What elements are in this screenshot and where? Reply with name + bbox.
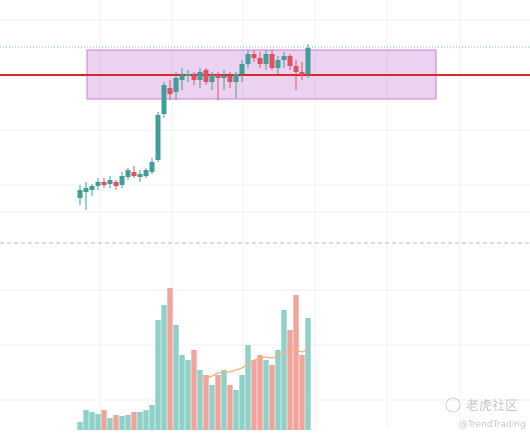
volume-bar xyxy=(245,345,251,430)
volume-bar xyxy=(209,385,215,430)
volume-bar xyxy=(251,360,257,430)
volume-bar xyxy=(275,350,281,430)
volume-bar xyxy=(185,360,191,430)
volume-bar xyxy=(155,320,161,430)
candle-body xyxy=(305,48,311,74)
candle-body xyxy=(233,74,239,82)
volume-bar xyxy=(137,412,143,430)
volume-bar xyxy=(305,318,311,430)
candle-body xyxy=(137,174,143,177)
volume-bar xyxy=(125,415,131,430)
volume-bar xyxy=(239,375,245,430)
watermark-logo xyxy=(445,397,461,413)
candle-body xyxy=(179,75,185,80)
candle-body xyxy=(257,58,263,64)
volume-bar xyxy=(287,330,293,430)
candle-body xyxy=(245,54,251,64)
volume-bar xyxy=(101,410,107,430)
candle-body xyxy=(101,182,107,185)
volume-bar xyxy=(143,410,149,430)
candle-body xyxy=(275,60,281,68)
watermark-brand: 老虎社区 xyxy=(466,398,518,414)
candle-body xyxy=(113,182,119,186)
volume-bar xyxy=(161,305,167,430)
candle-body xyxy=(191,75,197,80)
candle-body xyxy=(167,88,173,94)
volume-bar xyxy=(257,355,263,430)
candle-body xyxy=(83,188,89,192)
candle-body xyxy=(209,75,215,82)
volume-bar xyxy=(83,410,89,430)
candle-body xyxy=(125,170,131,177)
volume-bar xyxy=(197,370,203,430)
volume-bar xyxy=(89,412,95,430)
candle-body xyxy=(281,56,287,60)
candle-body xyxy=(251,54,257,58)
volume-bar xyxy=(293,295,299,430)
volume-bar xyxy=(107,418,113,430)
volume-bar xyxy=(191,350,197,430)
candle-body xyxy=(185,74,191,76)
volume-bar xyxy=(113,415,119,430)
candle-body xyxy=(77,190,83,198)
candle-body xyxy=(161,85,167,114)
candle-body xyxy=(239,64,245,74)
candle-body xyxy=(203,70,209,82)
volume-bar xyxy=(131,412,137,430)
volume-bar xyxy=(227,385,233,430)
candle-body xyxy=(95,182,101,186)
volume-bar xyxy=(119,416,125,430)
candle-body xyxy=(107,180,113,184)
candle-body xyxy=(263,54,269,64)
volume-bar xyxy=(167,288,173,430)
candle-body xyxy=(149,162,155,172)
volume-bar xyxy=(215,375,221,430)
candle-body xyxy=(119,176,125,185)
candle-body xyxy=(221,76,227,78)
price-pane xyxy=(0,44,530,210)
watermark-handle: @TrendTrading xyxy=(459,420,526,430)
candle-body xyxy=(215,75,221,78)
candle-body xyxy=(131,172,137,176)
volume-bar xyxy=(269,365,275,430)
volume-bar xyxy=(221,370,227,430)
candle-body xyxy=(227,76,233,82)
volume-ma xyxy=(199,349,309,381)
volume-bar xyxy=(173,325,179,430)
volume-pane xyxy=(77,288,311,430)
candle-body xyxy=(143,170,149,176)
candle-body xyxy=(299,72,305,75)
candle-body xyxy=(89,186,95,190)
candle-body xyxy=(287,56,293,66)
watermark: 老虎社区 @TrendTrading xyxy=(445,397,526,430)
volume-bar xyxy=(233,390,239,430)
volume-bar xyxy=(203,375,209,430)
candle-body xyxy=(269,54,275,68)
volume-bar xyxy=(299,355,305,430)
volume-bar xyxy=(149,405,155,430)
volume-bar xyxy=(95,414,101,430)
candle-body xyxy=(173,78,179,92)
candle-body xyxy=(197,72,203,80)
volume-bar xyxy=(263,360,269,430)
candle-body xyxy=(293,66,299,72)
volume-bar xyxy=(179,355,185,430)
candle-body xyxy=(155,115,161,160)
volume-bar xyxy=(281,310,287,430)
volume-bar xyxy=(77,422,83,430)
